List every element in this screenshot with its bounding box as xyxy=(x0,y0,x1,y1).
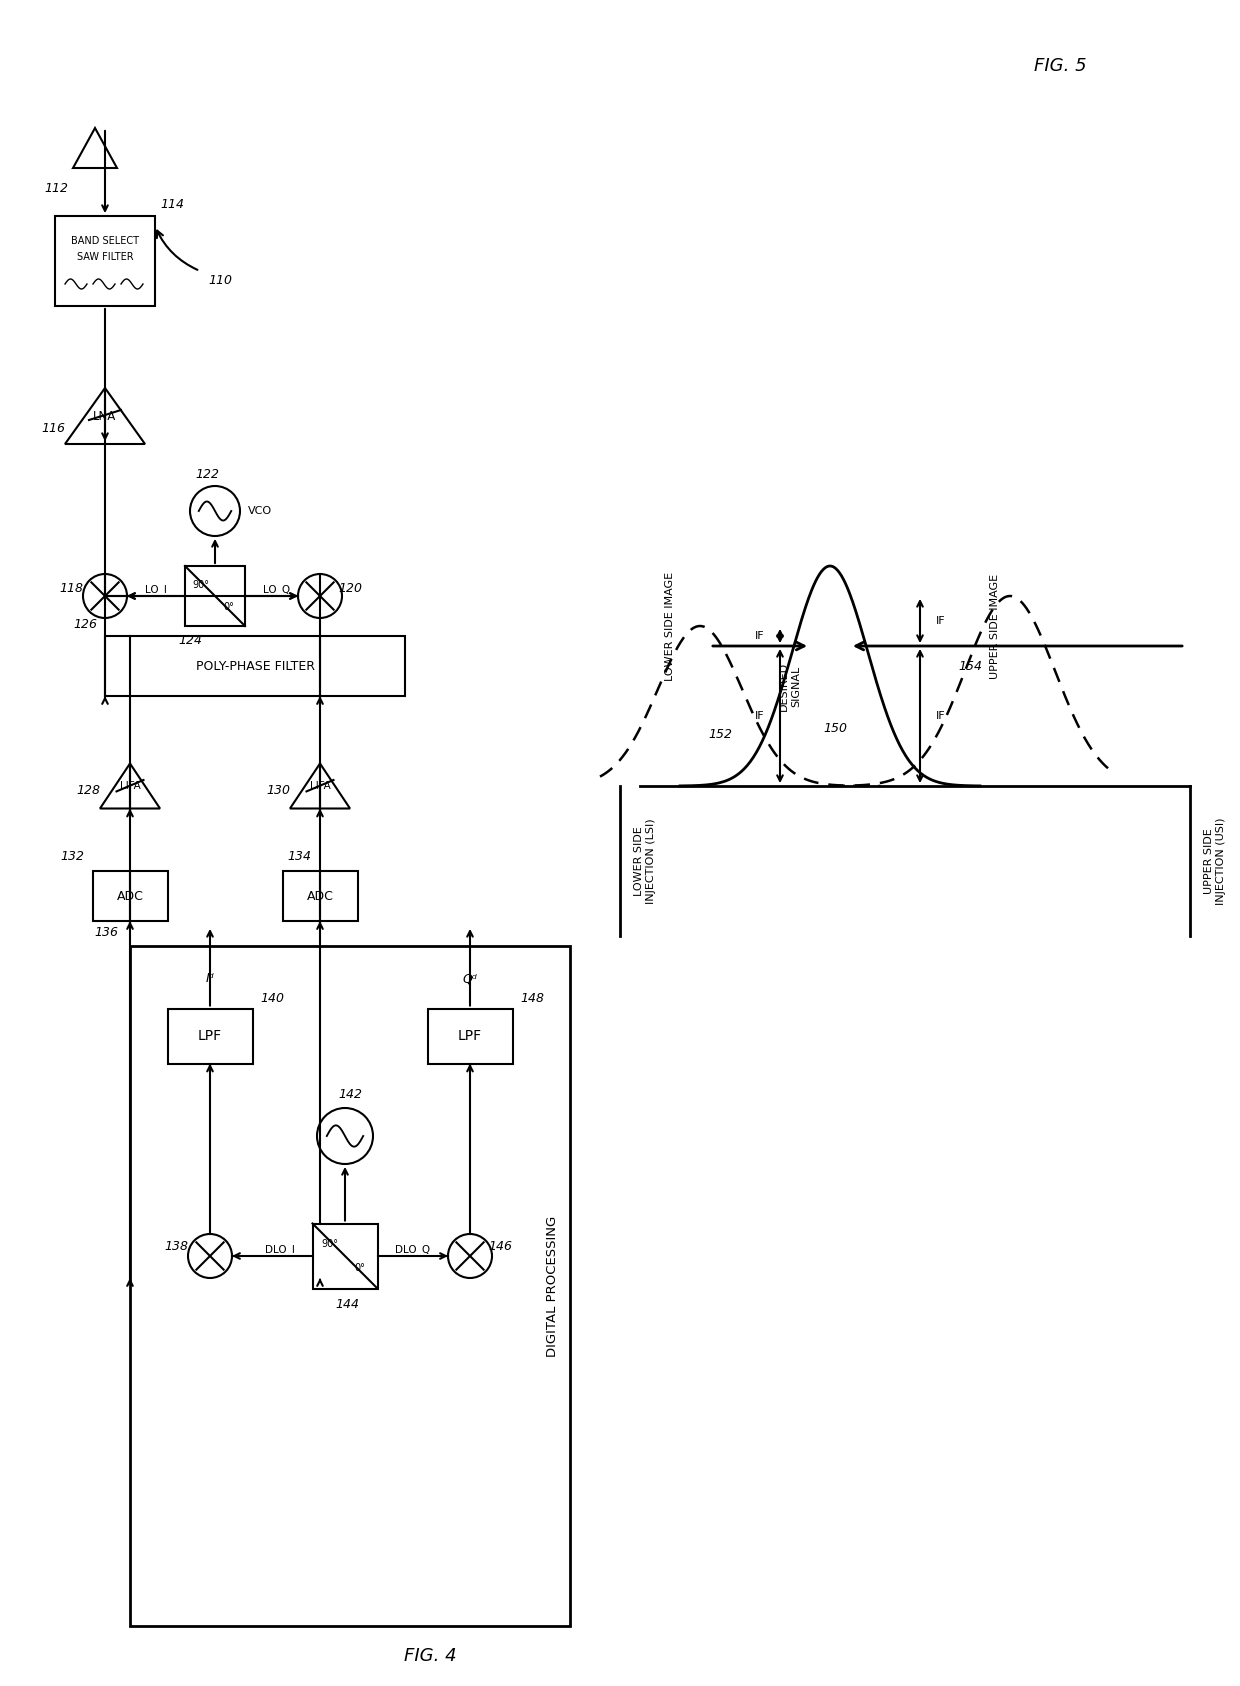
Text: 114: 114 xyxy=(160,197,184,211)
Text: DLO_Q: DLO_Q xyxy=(396,1244,430,1256)
Bar xyxy=(105,636,405,696)
Text: 140: 140 xyxy=(260,991,284,1005)
Text: 0°: 0° xyxy=(223,602,234,612)
Text: 148: 148 xyxy=(521,991,544,1005)
Text: 136: 136 xyxy=(94,926,118,939)
Text: Iᵈ: Iᵈ xyxy=(206,973,215,985)
Text: 150: 150 xyxy=(823,722,847,735)
Text: 128: 128 xyxy=(76,784,100,797)
Text: 138: 138 xyxy=(164,1239,188,1253)
Text: 122: 122 xyxy=(195,467,219,481)
Text: IF: IF xyxy=(754,631,764,641)
Text: VCO: VCO xyxy=(248,506,272,516)
Text: LPF: LPF xyxy=(458,1028,482,1044)
Text: LOWER SIDE
INJECTION (LSI): LOWER SIDE INJECTION (LSI) xyxy=(634,818,656,904)
Text: 120: 120 xyxy=(339,582,362,595)
Text: 154: 154 xyxy=(959,659,982,673)
Text: 112: 112 xyxy=(43,182,68,194)
Text: 116: 116 xyxy=(41,422,64,435)
Bar xyxy=(167,1008,253,1064)
Text: 132: 132 xyxy=(61,850,84,863)
Text: LPF: LPF xyxy=(198,1028,222,1044)
Text: FIG. 4: FIG. 4 xyxy=(404,1647,456,1666)
Bar xyxy=(55,216,155,305)
Text: FIG. 5: FIG. 5 xyxy=(1034,57,1086,74)
Text: IF: IF xyxy=(936,615,946,626)
Bar xyxy=(185,566,246,626)
Text: SAW FILTER: SAW FILTER xyxy=(77,251,134,261)
Text: 152: 152 xyxy=(708,727,732,740)
Bar xyxy=(283,872,357,921)
Bar xyxy=(428,1008,512,1064)
Text: 118: 118 xyxy=(60,582,83,595)
Text: 90°: 90° xyxy=(192,580,210,590)
Text: LO_Q: LO_Q xyxy=(263,585,290,595)
Bar xyxy=(130,946,570,1625)
Text: Qᵈ: Qᵈ xyxy=(463,973,477,985)
Bar xyxy=(312,1224,377,1288)
Text: 144: 144 xyxy=(335,1298,360,1312)
Text: 142: 142 xyxy=(339,1087,362,1101)
Text: POLY-PHASE FILTER: POLY-PHASE FILTER xyxy=(196,659,315,673)
Bar xyxy=(93,872,167,921)
Text: DESIRED
SIGNAL: DESIRED SIGNAL xyxy=(779,661,801,710)
Text: 130: 130 xyxy=(267,784,290,797)
Text: IF: IF xyxy=(936,711,946,722)
Text: 110: 110 xyxy=(208,275,232,288)
Text: UPPER SIDE
INJECTION (USI): UPPER SIDE INJECTION (USI) xyxy=(1204,818,1226,905)
Text: LIFA: LIFA xyxy=(119,781,140,791)
Text: 146: 146 xyxy=(489,1239,512,1253)
Text: DIGITAL PROCESSING: DIGITAL PROCESSING xyxy=(546,1216,558,1357)
Text: ADC: ADC xyxy=(117,890,144,902)
Text: 134: 134 xyxy=(288,850,311,863)
Text: 126: 126 xyxy=(73,617,97,631)
Text: LIFA: LIFA xyxy=(310,781,330,791)
Text: LOWER SIDE IMAGE: LOWER SIDE IMAGE xyxy=(665,572,675,681)
Text: LO_I: LO_I xyxy=(145,585,167,595)
Text: LNA: LNA xyxy=(93,410,117,423)
Text: UPPER SIDE IMAGE: UPPER SIDE IMAGE xyxy=(990,573,999,678)
Text: DLO_I: DLO_I xyxy=(264,1244,295,1256)
Text: 90°: 90° xyxy=(321,1239,339,1249)
Text: ADC: ADC xyxy=(306,890,334,902)
Text: BAND SELECT: BAND SELECT xyxy=(71,236,139,246)
Text: 124: 124 xyxy=(179,634,202,646)
Text: 0°: 0° xyxy=(355,1263,366,1273)
Text: IF: IF xyxy=(754,711,764,722)
